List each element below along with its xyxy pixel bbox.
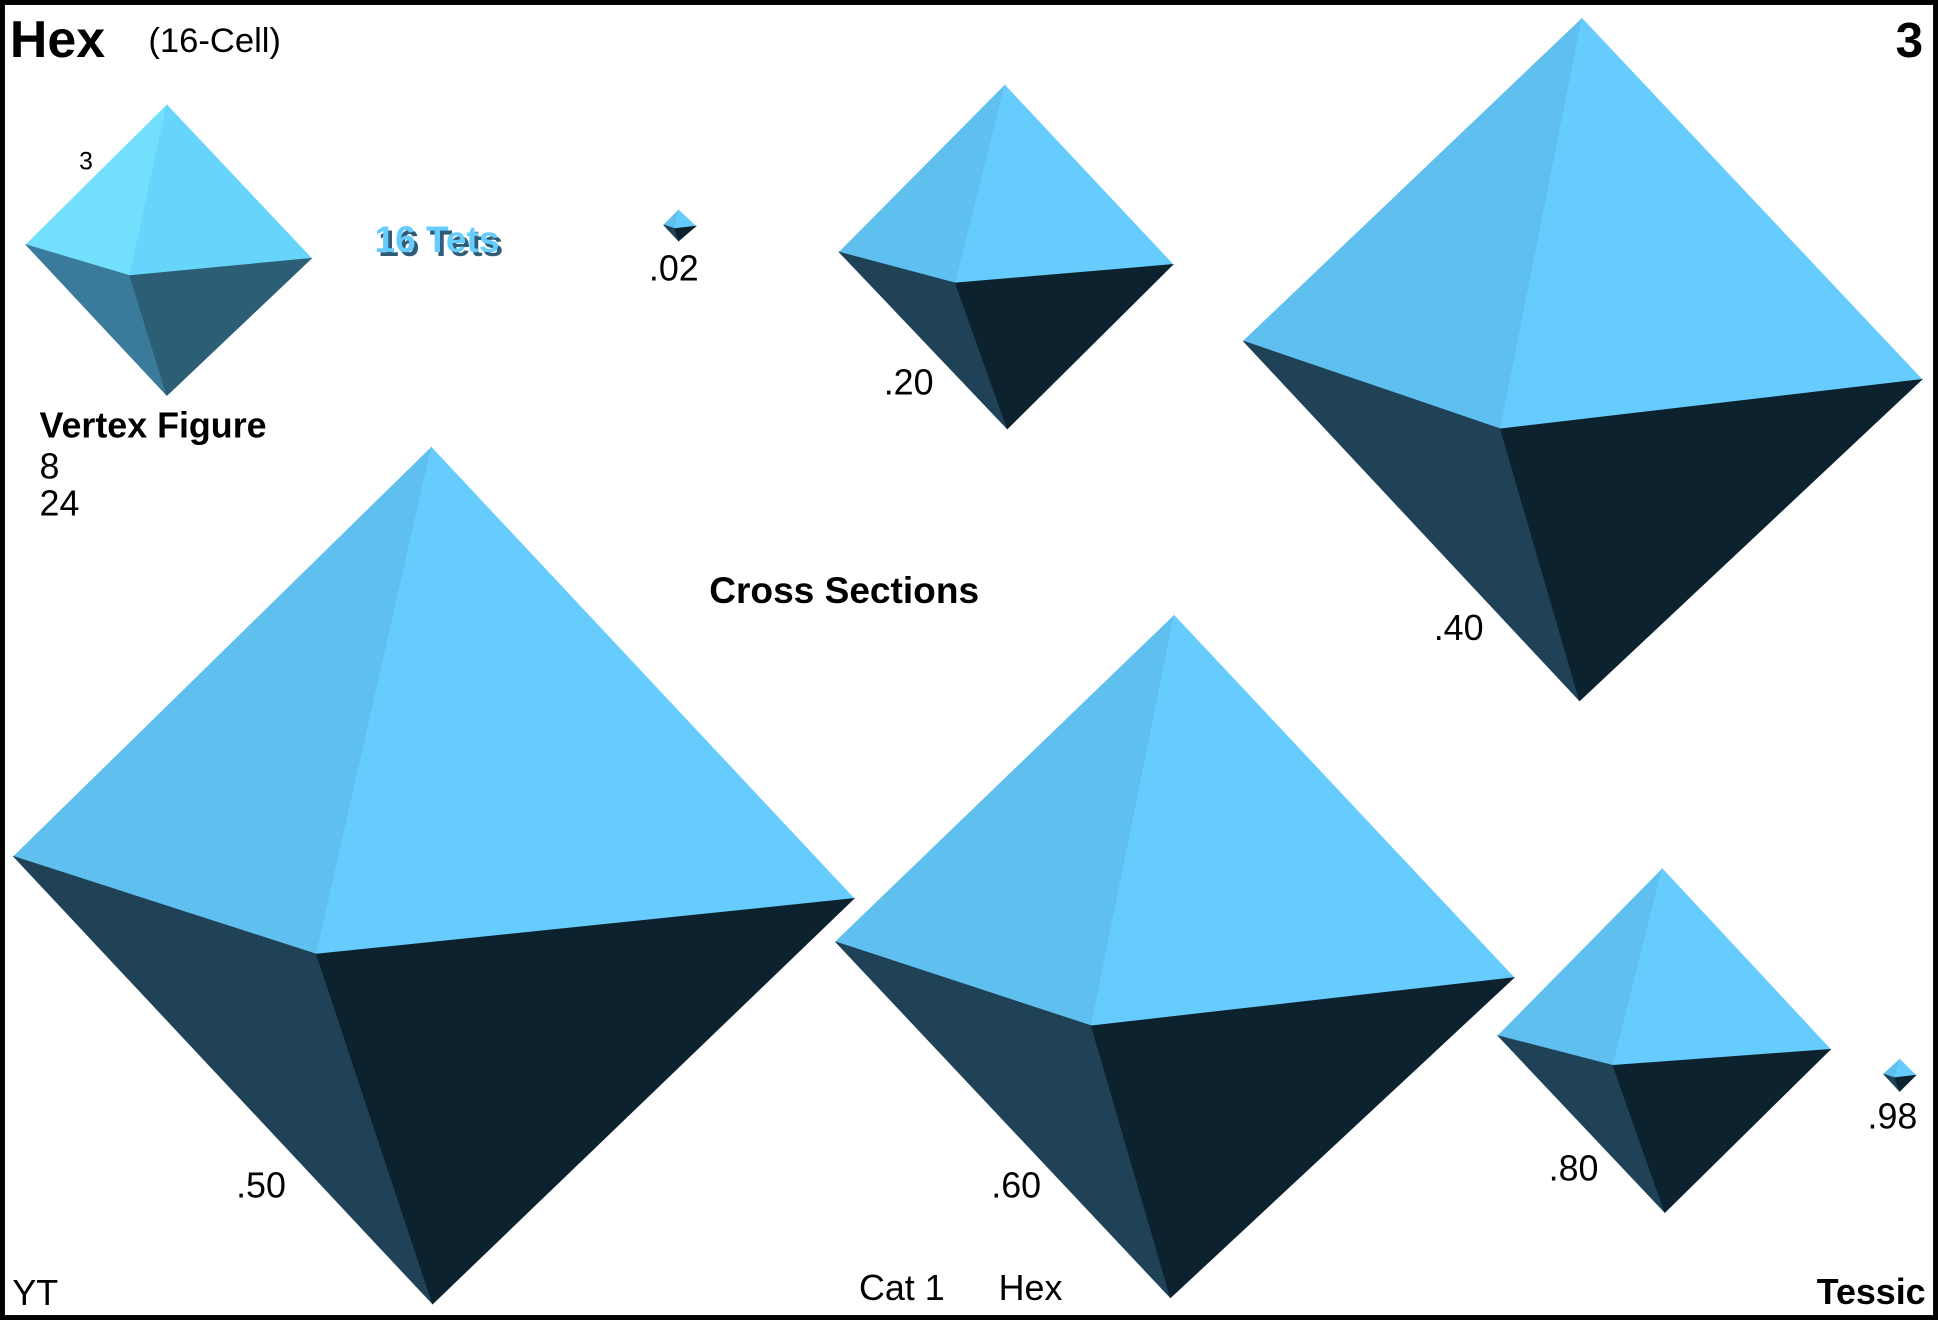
cells-label: 16 Tets: [375, 218, 500, 260]
edge-label: 3: [79, 148, 93, 175]
octahedron-face: [674, 225, 698, 242]
section-label: .20: [884, 362, 934, 402]
edge-count: 24: [40, 483, 80, 523]
subtitle: (16-Cell): [148, 22, 281, 60]
section-label: .80: [1549, 1148, 1599, 1188]
octahedron-face: [1612, 1048, 1832, 1214]
octahedron-face: [1090, 977, 1516, 1299]
footer-left: YT: [12, 1273, 58, 1313]
vertex-count: 8: [40, 446, 60, 486]
section-label: .02: [649, 249, 699, 289]
octahedra: [12, 17, 1923, 1305]
footer-center: Hex: [999, 1268, 1063, 1308]
title: Hex: [10, 11, 105, 69]
section-label: .60: [991, 1166, 1041, 1206]
footer-center: Cat 1: [859, 1268, 945, 1308]
cross-sections-title: Cross Sections: [709, 569, 979, 611]
octahedron-face: [1499, 378, 1923, 702]
octahedron-face: [315, 898, 856, 1305]
octahedron-face: [129, 257, 313, 397]
section-label: .50: [236, 1166, 286, 1206]
page-number: 3: [1896, 13, 1924, 68]
vertex-figure-label: Vertex Figure: [40, 406, 267, 446]
section-label: .40: [1434, 608, 1484, 648]
footer-right: Tessic: [1817, 1272, 1926, 1312]
cells-shadow: 16 Tets: [378, 222, 503, 264]
octahedron-face: [1894, 1074, 1917, 1093]
octahedron-face: [954, 264, 1174, 430]
section-label: .98: [1868, 1096, 1918, 1136]
